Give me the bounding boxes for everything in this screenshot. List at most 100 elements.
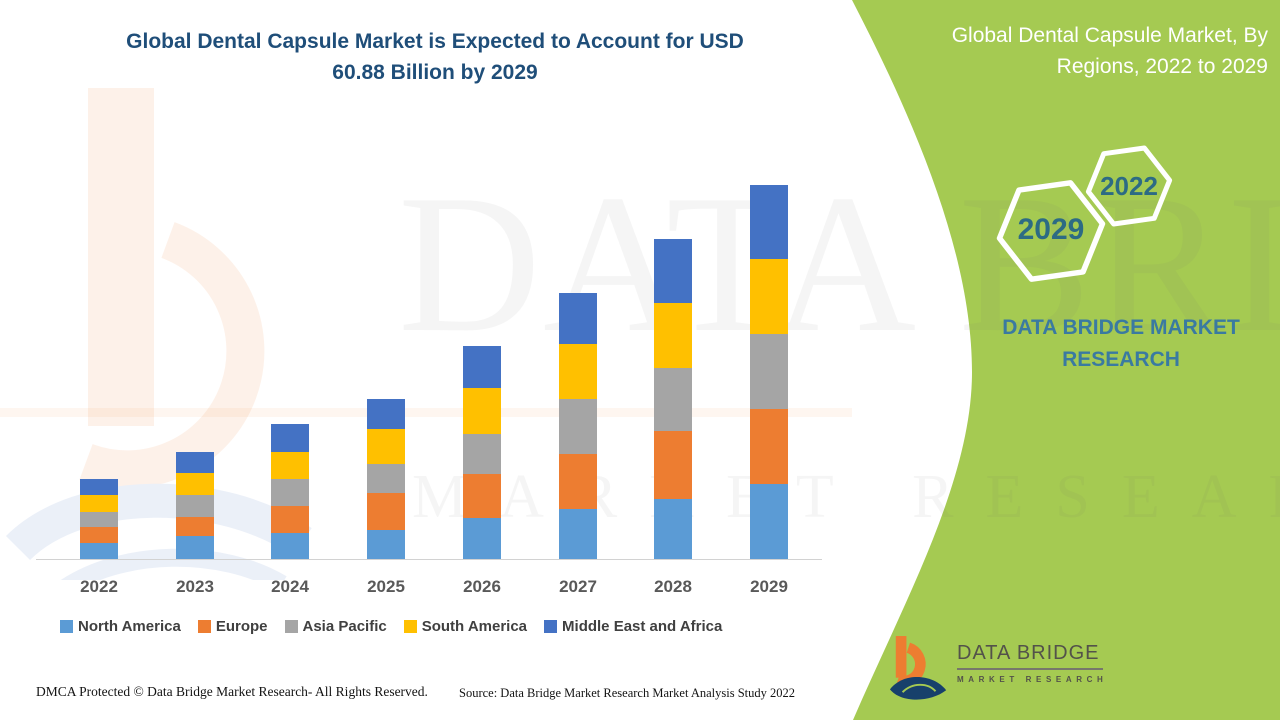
x-axis-label-2025: 2025 <box>367 577 405 596</box>
bar-segment <box>271 452 309 479</box>
hexagon-year-2022: 2022 <box>1100 171 1158 201</box>
stacked-bar-2027 <box>559 293 597 559</box>
legend-item: South America <box>403 618 528 635</box>
bar-segment <box>654 368 692 431</box>
bar-segment <box>176 452 214 473</box>
legend-label: South America <box>421 618 528 635</box>
legend-item: Middle East and Africa <box>544 618 722 635</box>
panel-brand-line1: DATA BRIDGE MARKET <box>1002 316 1240 339</box>
bar-segment <box>80 543 118 559</box>
legend-swatch-icon <box>60 620 73 633</box>
data-bridge-logo-icon <box>889 636 947 700</box>
legend-item: North America <box>60 618 181 635</box>
legend-label: Middle East and Africa <box>562 618 723 635</box>
x-axis-label-2023: 2023 <box>176 577 214 596</box>
logo-tagline: MARKET RESEARCH <box>957 675 1108 684</box>
panel-brand-text: DATA BRIDGE MARKET RESEARCH <box>976 312 1266 376</box>
bar-segment <box>80 527 118 543</box>
plot-area: 2022 2023 2024 2025 2026 2027 2028 2029 <box>80 185 788 596</box>
x-axis-line <box>36 559 822 560</box>
stacked-bar-2026 <box>463 346 501 559</box>
bar-segment <box>750 185 788 259</box>
logo-name: DATA BRIDGE <box>957 642 1100 664</box>
chart-title-line1: Global Dental Capsule Market is Expected… <box>126 30 744 53</box>
bar-segment <box>654 431 692 499</box>
legend-swatch-icon <box>284 620 298 633</box>
bar-segment <box>463 518 501 559</box>
watermark-logo-icon <box>5 88 312 580</box>
legend-swatch-icon <box>197 620 211 633</box>
bar-segment <box>176 517 214 536</box>
bar-segment <box>176 495 214 517</box>
stacked-bar-2025 <box>367 399 405 559</box>
legend-swatch-icon <box>403 620 417 633</box>
chart-title: Global Dental Capsule Market is Expected… <box>70 26 800 88</box>
legend-swatch-icon <box>544 620 558 633</box>
bar-segment <box>80 495 118 512</box>
logo-rule <box>957 668 1103 670</box>
x-axis-label-2026: 2026 <box>463 577 501 596</box>
legend-item: Asia Pacific <box>284 618 387 635</box>
bar-segment <box>367 530 405 559</box>
legend-item: Europe <box>197 618 268 635</box>
stacked-bar-2023 <box>176 452 214 559</box>
x-axis-label-2028: 2028 <box>654 577 692 596</box>
stacked-bar-2022 <box>80 479 118 559</box>
bar-segment <box>463 474 501 518</box>
hexagon-2029 <box>996 180 1106 282</box>
panel-heading-line2: Regions, 2022 to 2029 <box>1056 55 1268 78</box>
stacked-bar-2028 <box>654 239 692 559</box>
bar-segment <box>559 293 597 344</box>
x-axis-label-2029: 2029 <box>750 577 788 596</box>
logo-text-block: DATA BRIDGE MARKET RESEARCH <box>957 634 1107 706</box>
bar-segment <box>463 388 501 434</box>
legend-label: Europe <box>215 618 268 635</box>
bar-segment <box>654 303 692 368</box>
panel-heading: Global Dental Capsule Market, By Regions… <box>880 20 1268 82</box>
footer-dmca-text: DMCA Protected © Data Bridge Market Rese… <box>36 684 428 699</box>
legend-label: North America <box>78 618 181 635</box>
stacked-bar-2029 <box>750 185 788 559</box>
panel-heading-line1: Global Dental Capsule Market, By <box>951 24 1268 47</box>
bar-segment <box>176 536 214 559</box>
bar-segment <box>367 429 405 464</box>
stacked-bar-2024 <box>271 424 309 559</box>
bar-segment <box>750 409 788 484</box>
chart-legend: North America Europe Asia Pacific South Ame… <box>60 618 722 635</box>
bar-segment <box>750 259 788 334</box>
watermark-band <box>0 408 852 417</box>
bar-segment <box>654 499 692 559</box>
bar-segment <box>559 509 597 559</box>
bar-segment <box>176 473 214 495</box>
bar-segment <box>750 334 788 409</box>
bar-segment <box>559 344 597 399</box>
bar-segment <box>271 533 309 559</box>
panel-brand-line2: RESEARCH <box>1062 348 1180 371</box>
x-axis-label-2027: 2027 <box>559 577 597 596</box>
x-axis-label-2024: 2024 <box>271 577 309 596</box>
bar-segment <box>559 454 597 509</box>
bar-segment <box>463 346 501 388</box>
bar-segment <box>463 434 501 474</box>
bar-segment <box>654 239 692 303</box>
x-axis-label-2022: 2022 <box>80 577 118 596</box>
bar-segment <box>367 464 405 493</box>
bar-segment <box>750 484 788 559</box>
legend-label: Asia Pacific <box>302 618 387 635</box>
bar-segment <box>367 399 405 429</box>
bar-segment <box>271 479 309 506</box>
bar-segment <box>80 512 118 527</box>
bar-segment <box>80 479 118 495</box>
hexagon-2022 <box>1085 145 1173 227</box>
footer-source-text: Source: Data Bridge Market Research Mark… <box>459 686 796 700</box>
chart-title-line2: 60.88 Billion by 2029 <box>332 61 538 84</box>
bar-segment <box>271 424 309 452</box>
bar-segment <box>367 493 405 530</box>
bar-segment <box>559 399 597 454</box>
bar-segment <box>271 506 309 533</box>
data-bridge-logo: DATA BRIDGE MARKET RESEARCH <box>889 634 1209 706</box>
hexagon-year-2029: 2029 <box>1017 213 1085 246</box>
